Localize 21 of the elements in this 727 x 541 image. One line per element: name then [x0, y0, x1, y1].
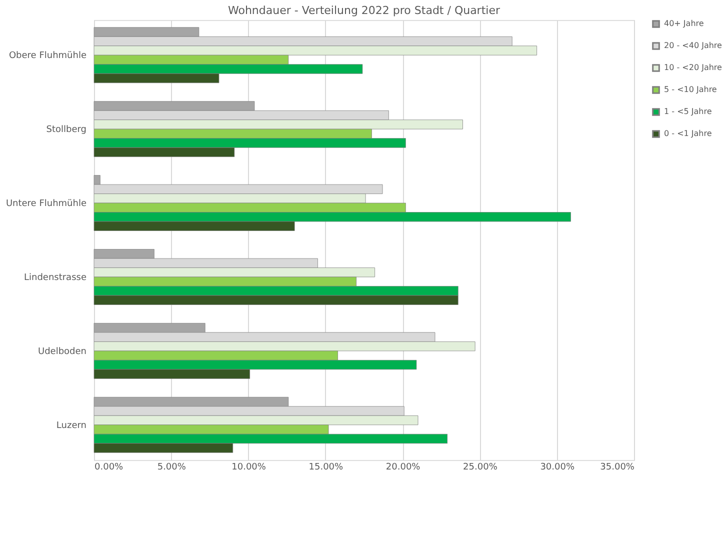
x-tick-label: 35.00%	[600, 462, 635, 472]
legend-label: 0 - <1 Jahre	[664, 129, 712, 138]
y-tick-label: Luzern	[56, 420, 86, 431]
y-tick-label: Stollberg	[46, 125, 86, 136]
chart-title: Wohndauer - Verteilung 2022 pro Stadt / Quartier	[228, 4, 500, 17]
y-tick-label: Udelboden	[38, 346, 86, 357]
y-tick-label: Untere Fluhmühle	[6, 199, 87, 210]
legend-label: 1 - <5 Jahre	[664, 107, 712, 116]
legend-label: 5 - <10 Jahre	[664, 85, 717, 94]
x-tick-label: 0.00%	[94, 462, 124, 472]
legend-label: 10 - <20 Jahre	[664, 63, 722, 72]
legend-label: 40+ Jahre	[664, 19, 704, 28]
x-tick-label: 20.00%	[386, 462, 421, 472]
x-tick-label: 25.00%	[463, 462, 498, 472]
legend-label: 20 - <40 Jahre	[664, 41, 722, 50]
x-tick-label: 15.00%	[308, 462, 344, 472]
x-tick-label: 30.00%	[540, 462, 575, 472]
x-tick-label: 10.00%	[232, 462, 266, 472]
y-tick-label: Lindenstrasse	[24, 272, 87, 283]
y-tick-label: Obere Fluhmühle	[8, 51, 87, 62]
x-tick-label: 5.00%	[157, 462, 186, 472]
